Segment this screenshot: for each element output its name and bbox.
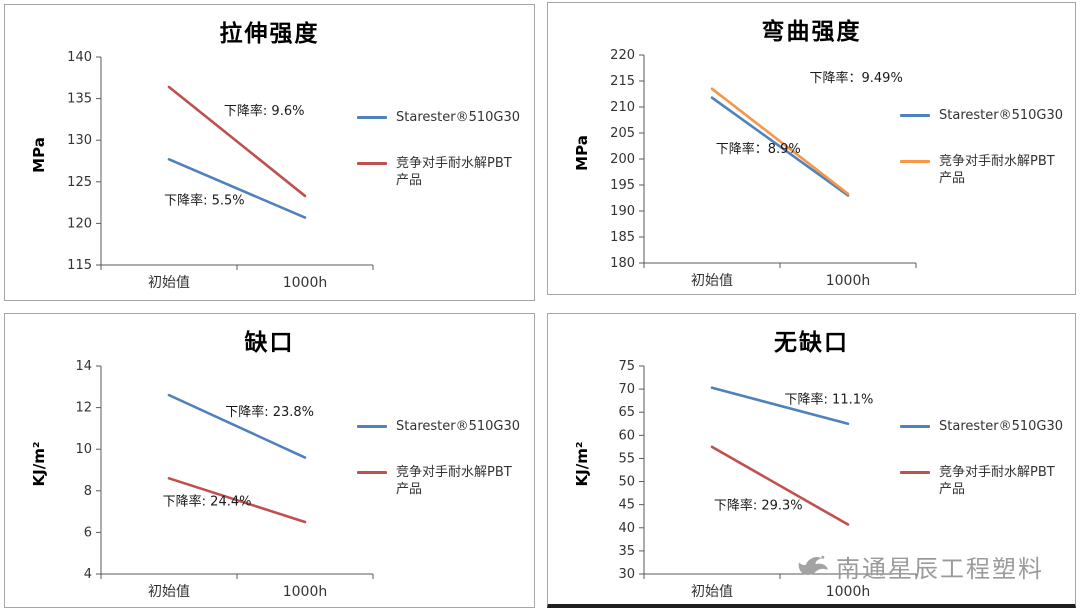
decline-rate-annotation: 下降率：9.49% [810, 70, 903, 86]
legend-item: 竞争对手耐水解PBT产品 [900, 464, 1070, 499]
line-chart: 4 6 8 10 12 14 初始值 1000h 下降率: 23.8% 下降率: 24.4% [75, 359, 374, 600]
series-name: 竞争对手耐水解PBT产品 [396, 155, 512, 189]
decline-rate-annotation: 下降率: 29.3% [714, 498, 803, 514]
y-tick-label: 14 [75, 359, 92, 374]
chart-panel-flexural-strength: 弯曲强度 MPa 180 185 190 195 200 205 210 215 220 初始值 1… [547, 2, 1076, 295]
y-tick-label: 4 [84, 567, 92, 582]
series-name: Starester®510G30 [939, 108, 1064, 123]
chart-title: 缺口 [244, 329, 295, 356]
series-color-line [900, 114, 930, 117]
y-tick-label: 220 [610, 48, 635, 63]
legend: Starester®510G30 竞争对手耐水解PBT产品 [357, 418, 527, 499]
y-tick-label: 135 [67, 92, 92, 107]
series-line [167, 85, 307, 198]
chart-title: 拉伸强度 [219, 20, 320, 47]
series-line [710, 96, 850, 197]
chart-panel-tensile-strength: 拉伸强度 MPa 115 120 125 130 135 140 初始值 1000h 下降率: … [4, 4, 535, 301]
series-name: Starester®510G30 [396, 419, 521, 434]
y-tick-label: 115 [67, 258, 92, 273]
legend: Starester®510G30 竞争对手耐水解PBT产品 [900, 418, 1070, 499]
series-name: 竞争对手耐水解PBT产品 [939, 464, 1055, 498]
y-tick-label: 50 [618, 475, 635, 490]
x-category-label: 1000h [826, 584, 871, 600]
decline-rate-annotation: 下降率: 9.6% [224, 103, 305, 119]
decline-rate-annotation: 下降率: 23.8% [225, 404, 314, 420]
series-line [710, 87, 850, 196]
legend: Starester®510G30 竞争对手耐水解PBT产品 [357, 109, 527, 190]
y-tick-label: 130 [67, 133, 92, 148]
y-tick-label: 215 [610, 74, 635, 89]
series-line [167, 477, 307, 524]
y-tick-label: 40 [618, 521, 635, 536]
series-color-line [357, 470, 387, 474]
y-tick-label: 6 [84, 525, 92, 540]
decline-rate-annotation: 下降率: 24.4% [163, 493, 252, 509]
y-tick-label: 12 [75, 401, 92, 416]
series-color-line [357, 161, 387, 165]
y-tick-label: 140 [67, 50, 92, 65]
y-tick-label: 180 [610, 256, 635, 271]
series-color-line [900, 470, 930, 474]
series-line [167, 393, 307, 459]
y-tick-label: 195 [610, 178, 635, 193]
series-name: Starester®510G30 [939, 419, 1064, 434]
y-tick-label: 75 [618, 359, 635, 374]
series-line [710, 445, 850, 526]
legend: Starester®510G30 竞争对手耐水解PBT产品 [900, 107, 1070, 188]
y-tick-label: 210 [610, 100, 635, 115]
series-line [167, 158, 307, 219]
x-category-label: 1000h [283, 275, 328, 291]
y-tick-label: 30 [618, 567, 635, 582]
decline-rate-annotation: 下降率: 11.1% [785, 391, 874, 407]
chart-title: 弯曲强度 [761, 18, 862, 45]
y-tick-label: 60 [618, 428, 635, 443]
legend-item: 竞争对手耐水解PBT产品 [357, 464, 527, 499]
y-tick-label: 200 [610, 152, 635, 167]
series-color-line [900, 425, 930, 428]
y-tick-label: 65 [618, 405, 635, 420]
x-category-label: 初始值 [148, 274, 190, 291]
y-tick-label: 35 [618, 544, 635, 559]
y-tick-label: 120 [67, 216, 92, 231]
legend-item: 竞争对手耐水解PBT产品 [357, 155, 527, 190]
y-tick-label: 10 [75, 442, 92, 457]
y-tick-label: 125 [67, 175, 92, 190]
x-category-label: 1000h [826, 273, 871, 289]
decline-rate-annotation: 下降率：8.9% [716, 141, 801, 157]
legend-item: Starester®510G30 [900, 418, 1070, 436]
y-tick-label: 70 [618, 382, 635, 397]
line-chart: 115 120 125 130 135 140 初始值 1000h 下降率: 9.6% 下降率: … [67, 50, 374, 291]
series-name: 竞争对手耐水解PBT产品 [396, 464, 512, 498]
y-tick-label: 55 [618, 451, 635, 466]
series-color-line [357, 116, 387, 119]
chart-panel-notched-impact: 缺口 KJ/m² 4 6 8 10 12 14 初始值 1000h 下降率: 23.8% 下降率:… [4, 313, 535, 608]
dove-logo-icon [796, 553, 830, 581]
legend-item: Starester®510G30 [900, 107, 1070, 125]
y-tick-label: 185 [610, 230, 635, 245]
watermark-text: 南通星辰工程塑料 [836, 555, 1044, 583]
y-tick-label: 8 [84, 484, 92, 499]
series-line [710, 386, 850, 426]
x-category-label: 1000h [283, 584, 328, 600]
watermark: 南通星辰工程塑料 [796, 549, 1044, 584]
y-tick-label: 205 [610, 126, 635, 141]
line-chart: 180 185 190 195 200 205 210 215 220 初始值 1000h 下降率：9… [610, 48, 917, 289]
legend-item: Starester®510G30 [357, 418, 527, 436]
y-tick-label: 45 [618, 498, 635, 513]
series-color-line [357, 425, 387, 428]
x-category-label: 初始值 [691, 272, 733, 289]
legend-item: Starester®510G30 [357, 109, 527, 127]
y-tick-label: 190 [610, 204, 635, 219]
series-name: Starester®510G30 [396, 110, 521, 125]
line-chart: 30 35 40 45 50 55 60 65 70 75 初始值 1000h 下降率: 11.1% 下降… [618, 359, 917, 600]
series-name: 竞争对手耐水解PBT产品 [939, 153, 1055, 187]
x-category-label: 初始值 [148, 583, 190, 600]
chart-title: 无缺口 [774, 329, 849, 356]
decline-rate-annotation: 下降率: 5.5% [164, 193, 245, 209]
legend-item: 竞争对手耐水解PBT产品 [900, 153, 1070, 188]
series-color-line [900, 159, 930, 163]
x-category-label: 初始值 [691, 583, 733, 600]
